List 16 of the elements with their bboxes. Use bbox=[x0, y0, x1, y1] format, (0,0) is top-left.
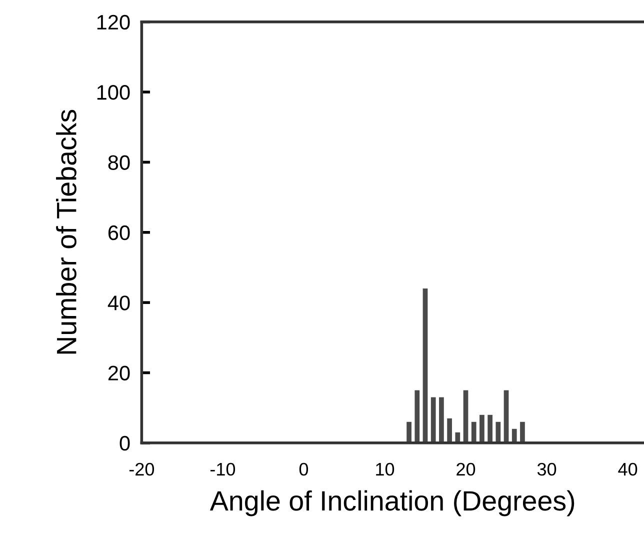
x-tick-label: 30 bbox=[537, 462, 556, 476]
y-tick-label: 80 bbox=[108, 155, 130, 170]
x-tick-label: -20 bbox=[129, 462, 154, 476]
x-axis-title: Angle of Inclination (Degrees) bbox=[210, 490, 574, 516]
y-tick-label: 0 bbox=[120, 436, 130, 451]
x-tick-label: 0 bbox=[299, 462, 308, 476]
x-tick-label: -10 bbox=[210, 462, 236, 476]
y-tick-label: 40 bbox=[108, 296, 130, 310]
x-tick-label: 10 bbox=[376, 462, 394, 476]
y-tick-label: 100 bbox=[97, 85, 130, 100]
y-axis-title: Number of Tiebacks bbox=[56, 110, 76, 354]
y-tick-label: 120 bbox=[97, 14, 130, 30]
x-tick-label: 40 bbox=[618, 462, 638, 476]
y-tick-label: 60 bbox=[108, 225, 130, 240]
x-tick-label: 20 bbox=[456, 462, 476, 476]
y-tick-label: 20 bbox=[108, 366, 130, 380]
